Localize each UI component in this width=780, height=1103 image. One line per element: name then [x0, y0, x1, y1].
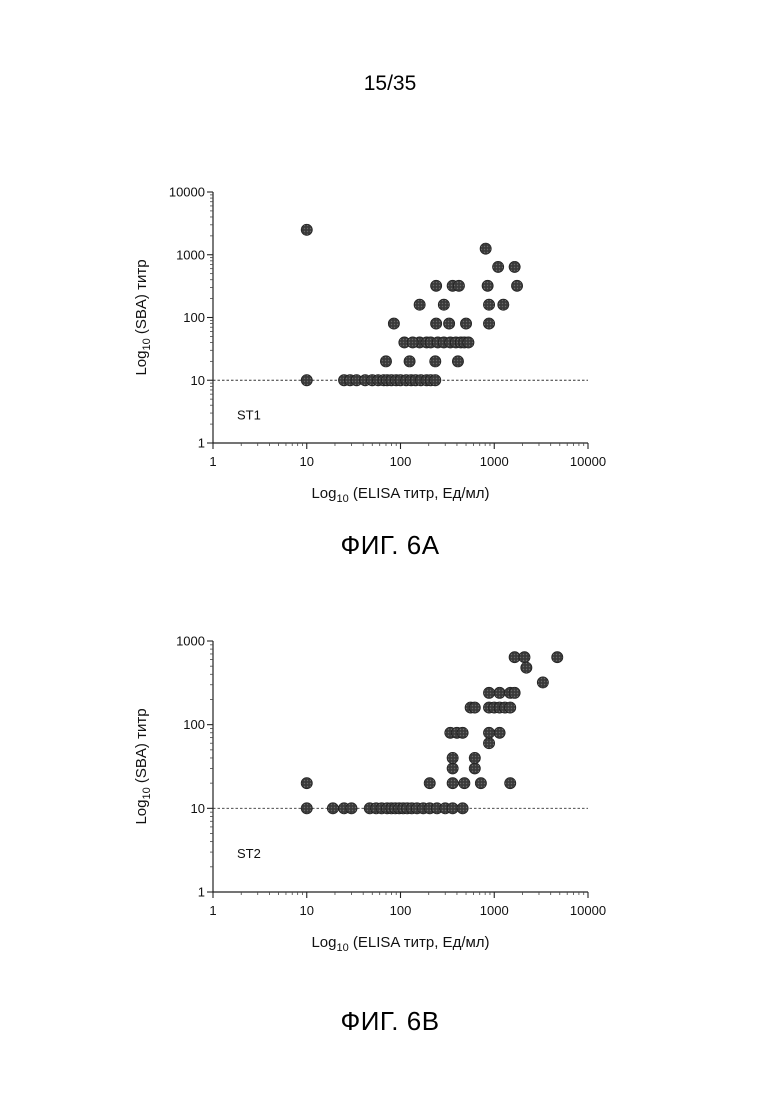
- scatter-chart-st2: 1 10 100 1000 10000 1 10 100 1000 ST2 Log10 (ELISA…: [0, 620, 780, 960]
- data-point: [447, 803, 458, 814]
- data-point: [457, 727, 468, 738]
- scatter-chart-st1: 1 10 100 1000 10000 1 10 100 1000 10000 ST1 Log10 (…: [0, 170, 780, 520]
- data-point: [388, 318, 399, 329]
- y-tick-label: 1: [198, 885, 205, 900]
- data-point: [431, 318, 442, 329]
- data-point: [431, 280, 442, 291]
- data-point: [459, 778, 470, 789]
- x-tick-label: 10000: [570, 903, 606, 918]
- data-point: [505, 778, 516, 789]
- data-point: [537, 677, 548, 688]
- y-tick-label: 100: [183, 717, 205, 732]
- data-point: [424, 778, 435, 789]
- data-point: [460, 318, 471, 329]
- data-point: [301, 778, 312, 789]
- data-point: [457, 803, 468, 814]
- y-tick-label: 10: [191, 801, 205, 816]
- data-point: [552, 652, 563, 663]
- data-point: [519, 652, 530, 663]
- data-point: [483, 318, 494, 329]
- data-point: [452, 356, 463, 367]
- data-point: [482, 280, 493, 291]
- y-axis-title: Log10 (SBA) титр: [133, 259, 153, 375]
- y-tick-label: 100: [183, 310, 205, 325]
- data-point: [301, 224, 312, 235]
- x-tick-label: 1: [209, 454, 216, 469]
- data-point: [483, 299, 494, 310]
- data-point: [494, 727, 505, 738]
- data-point: [494, 687, 505, 698]
- page-number: 15/35: [0, 72, 780, 96]
- data-point: [509, 687, 520, 698]
- data-point: [483, 738, 494, 749]
- x-tick-label: 10: [300, 903, 314, 918]
- figure-caption-6b: ФИГ. 6B: [0, 1006, 780, 1037]
- data-point: [438, 299, 449, 310]
- data-point: [346, 803, 357, 814]
- data-point: [444, 318, 455, 329]
- data-point: [505, 702, 516, 713]
- data-point: [327, 803, 338, 814]
- data-point: [404, 356, 415, 367]
- data-point: [498, 299, 509, 310]
- data-point: [509, 261, 520, 272]
- data-point: [453, 280, 464, 291]
- x-tick-label: 100: [390, 454, 412, 469]
- y-tick-label: 1: [198, 436, 205, 451]
- data-point: [483, 727, 494, 738]
- data-point: [469, 702, 480, 713]
- data-point: [301, 375, 312, 386]
- x-tick-label: 1000: [480, 903, 509, 918]
- data-point: [380, 356, 391, 367]
- data-point: [469, 763, 480, 774]
- x-tick-label: 1: [209, 903, 216, 918]
- data-point: [475, 778, 486, 789]
- data-point: [469, 752, 480, 763]
- data-point: [430, 356, 441, 367]
- data-point: [447, 778, 458, 789]
- figure-caption-6a: ФИГ. 6A: [0, 530, 780, 561]
- panel-label: ST1: [237, 408, 261, 423]
- data-point: [447, 763, 458, 774]
- x-tick-label: 10000: [570, 454, 606, 469]
- x-axis-title: Log10 (ELISA титр, Ед/мл): [311, 485, 489, 505]
- panel-label: ST2: [237, 846, 261, 861]
- data-point: [301, 803, 312, 814]
- data-point: [430, 375, 441, 386]
- data-point: [483, 687, 494, 698]
- x-axis-title: Log10 (ELISA титр, Ед/мл): [311, 934, 489, 954]
- y-tick-label: 10: [191, 373, 205, 388]
- x-tick-label: 100: [390, 903, 412, 918]
- data-point: [414, 299, 425, 310]
- data-point: [493, 261, 504, 272]
- y-axis-title: Log10 (SBA) титр: [133, 708, 153, 824]
- y-tick-label: 1000: [176, 634, 205, 649]
- data-point: [480, 243, 491, 254]
- y-tick-label: 1000: [176, 247, 205, 262]
- data-point: [447, 752, 458, 763]
- y-tick-label: 10000: [169, 185, 205, 200]
- x-tick-label: 1000: [480, 454, 509, 469]
- data-point: [463, 337, 474, 348]
- data-point: [521, 662, 532, 673]
- x-tick-label: 10: [300, 454, 314, 469]
- data-point: [511, 280, 522, 291]
- data-point: [407, 337, 418, 348]
